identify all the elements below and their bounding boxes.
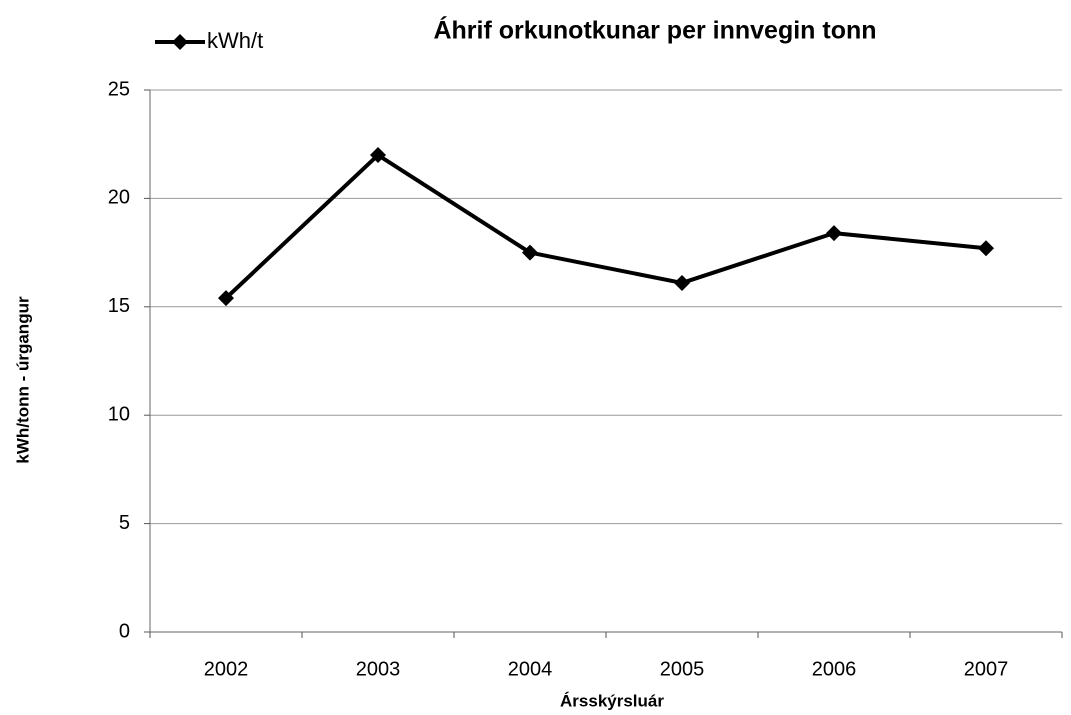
x-tick-label: 2003 [356, 658, 401, 680]
y-tick-label: 10 [108, 403, 130, 425]
chart-title: Áhrif orkunotkunar per innvegin tonn [433, 16, 876, 45]
line [224, 153, 987, 300]
y-tick-label: 20 [108, 187, 130, 209]
point [370, 147, 386, 164]
legend-label: kWh/t [207, 28, 263, 53]
y-tick-label: 0 [119, 620, 130, 642]
y-tick-label: 15 [108, 295, 130, 317]
y-tick-label: 5 [119, 512, 130, 534]
x-tick-label: 2002 [204, 658, 249, 680]
y-tick-label: 25 [108, 78, 130, 100]
x-tick-label: 2005 [660, 658, 705, 680]
x-tick-label: 2006 [812, 658, 857, 680]
x-tick-label: 2004 [508, 658, 553, 680]
point [978, 240, 994, 257]
x-tick-label: 2007 [964, 658, 1009, 680]
point [218, 290, 234, 307]
point [826, 225, 842, 242]
legend-marker [172, 34, 188, 50]
x-axis-label: Ársskýrsluár [560, 691, 664, 710]
point [522, 244, 538, 261]
point [674, 274, 690, 291]
y-axis-label: kWh/tonn - úrgangur [13, 296, 32, 464]
